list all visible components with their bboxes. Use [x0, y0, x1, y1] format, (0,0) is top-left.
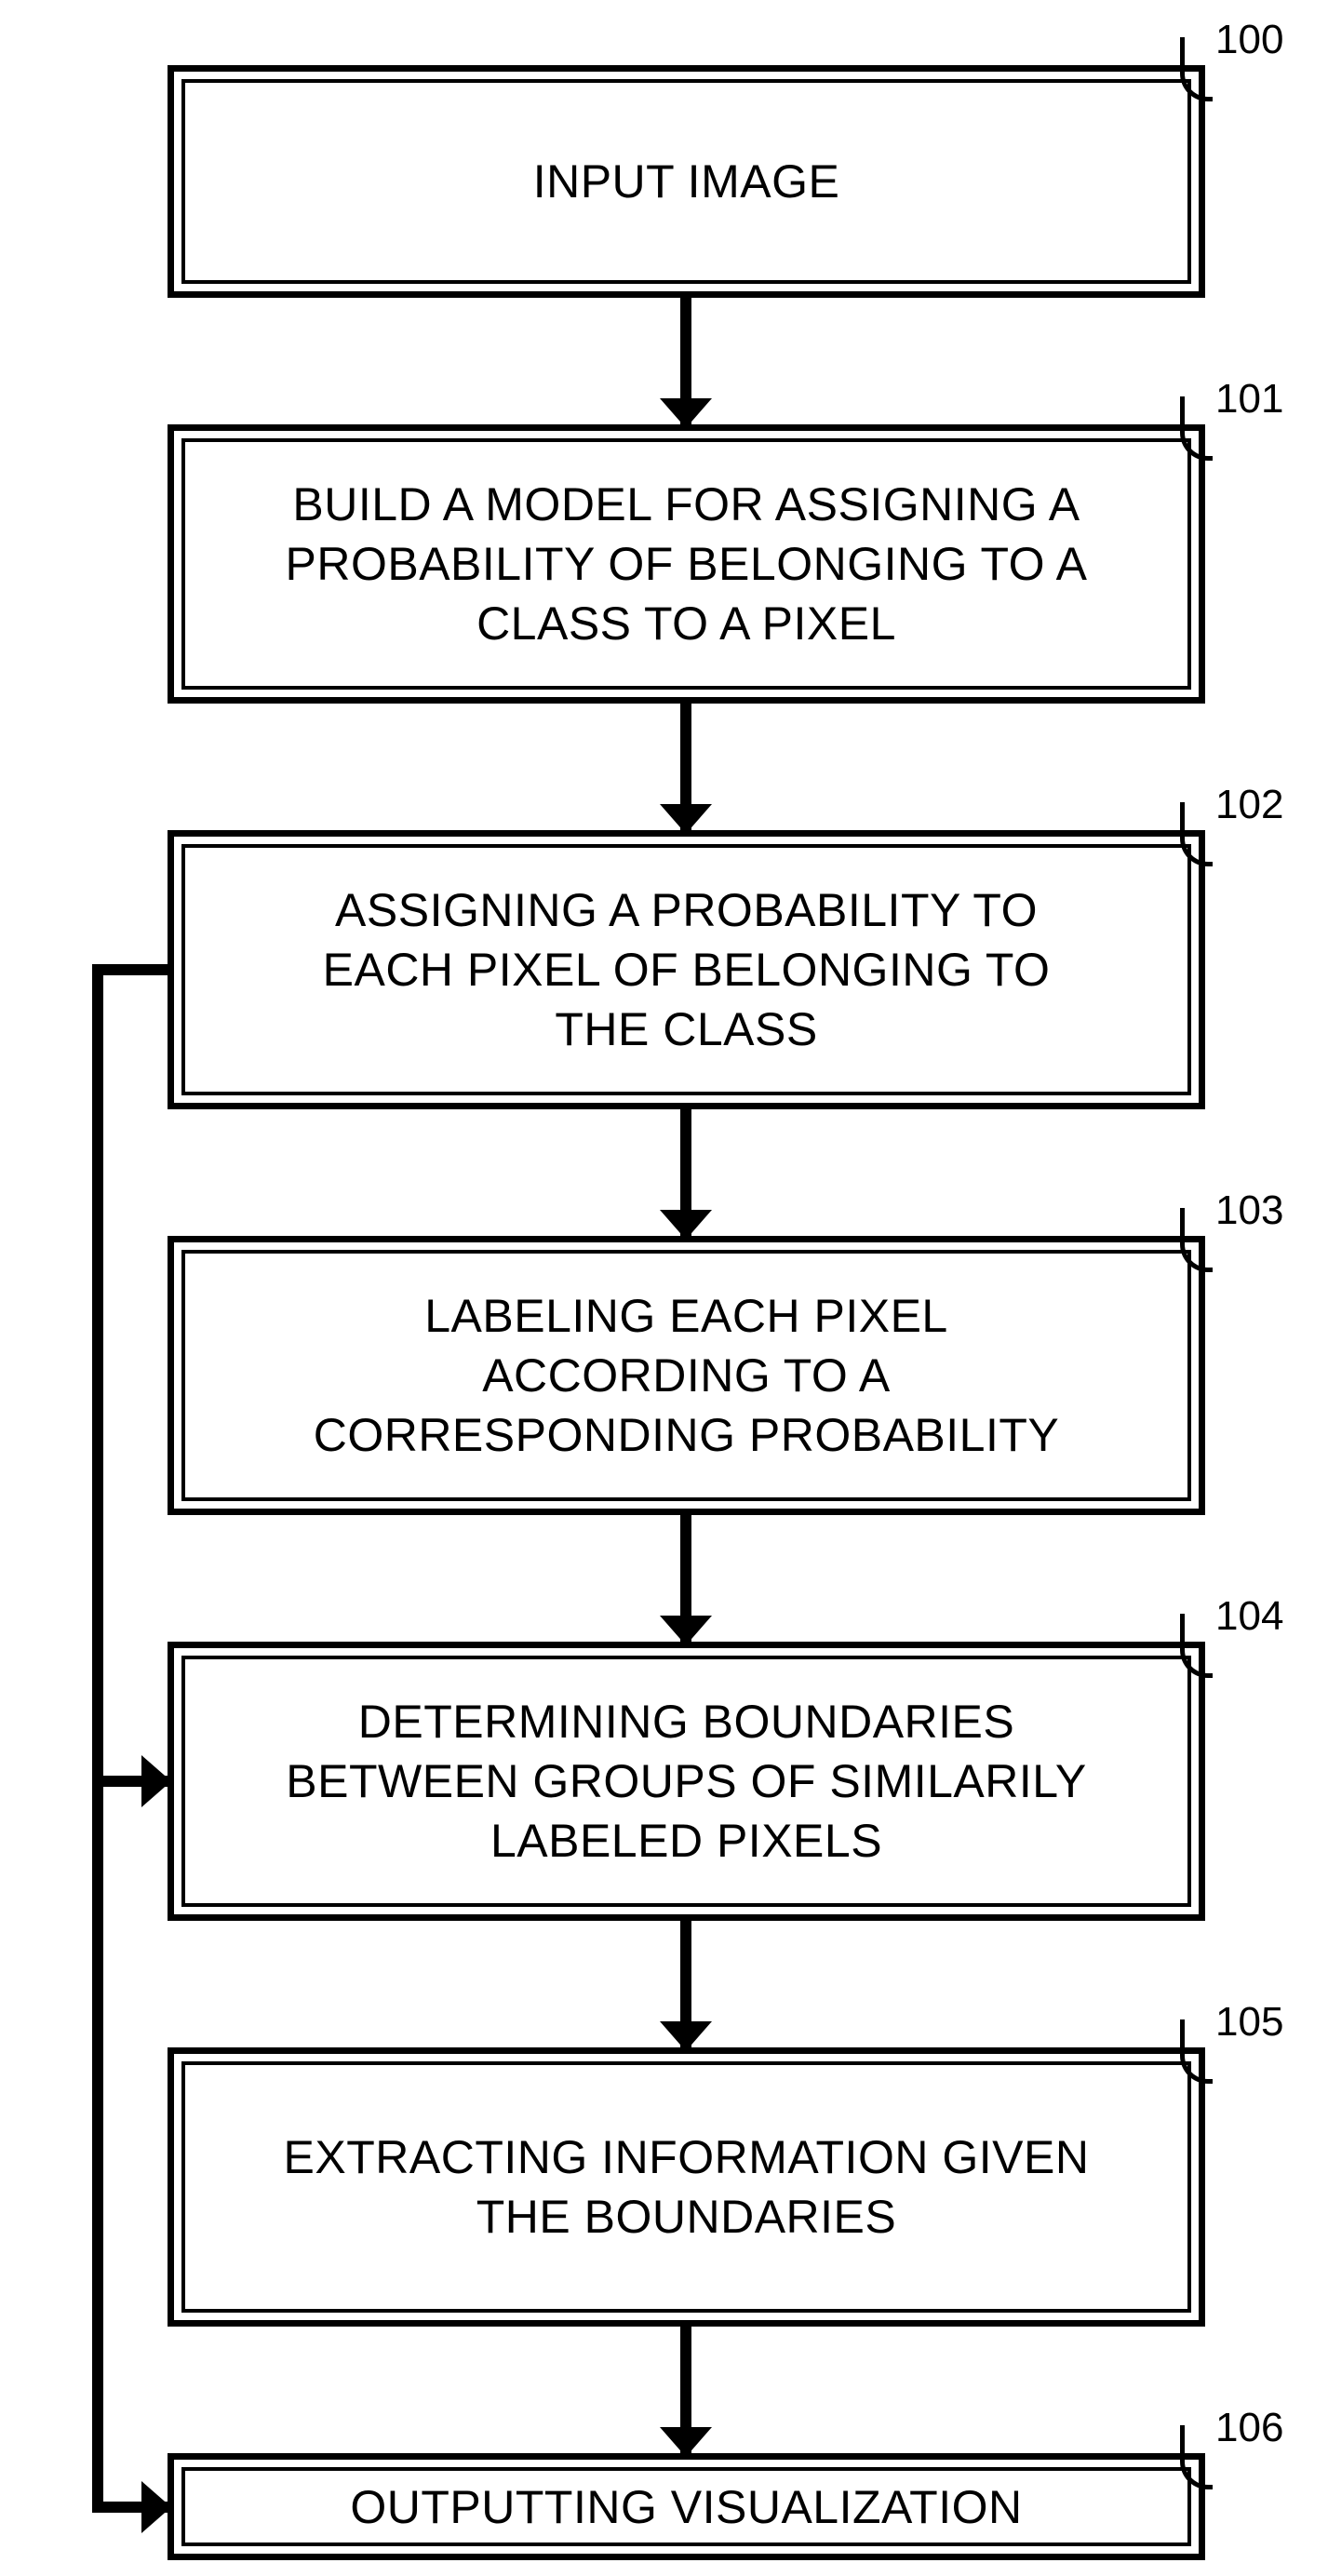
ref-label-102: 102: [1215, 782, 1283, 828]
node-104-text: DETERMINING BOUNDARIES BETWEEN GROUPS OF…: [286, 1692, 1086, 1871]
node-106: OUTPUTTING VISUALIZATION: [168, 2453, 1205, 2560]
flowchart-canvas: INPUT IMAGE 100 BUILD A MODEL FOR ASSIGNIN…: [0, 0, 1328, 2576]
node-100: INPUT IMAGE: [168, 65, 1205, 298]
node-106-text: OUTPUTTING VISUALIZATION: [350, 2477, 1022, 2537]
node-103: LABELING EACH PIXEL ACCORDING TO A CORRE…: [168, 1236, 1205, 1515]
edge-n102-n106: [98, 1781, 168, 2507]
node-102-text: ASSIGNING A PROBABILITY TO EACH PIXEL OF…: [323, 880, 1051, 1059]
ref-label-104: 104: [1215, 1593, 1283, 1640]
node-105-text: EXTRACTING INFORMATION GIVEN THE BOUNDAR…: [284, 2127, 1090, 2247]
node-101-text: BUILD A MODEL FOR ASSIGNING A PROBABILIT…: [286, 475, 1088, 653]
node-102: ASSIGNING A PROBABILITY TO EACH PIXEL OF…: [168, 830, 1205, 1109]
node-104: DETERMINING BOUNDARIES BETWEEN GROUPS OF…: [168, 1642, 1205, 1921]
node-105: EXTRACTING INFORMATION GIVEN THE BOUNDAR…: [168, 2047, 1205, 2327]
node-100-text: INPUT IMAGE: [533, 152, 840, 211]
ref-label-101: 101: [1215, 376, 1283, 423]
node-101: BUILD A MODEL FOR ASSIGNING A PROBABILIT…: [168, 424, 1205, 704]
ref-label-103: 103: [1215, 1187, 1283, 1234]
ref-label-105: 105: [1215, 1999, 1283, 2046]
node-103-text: LABELING EACH PIXEL ACCORDING TO A CORRE…: [314, 1286, 1060, 1465]
edge-n102-n104: [98, 970, 168, 1781]
ref-label-106: 106: [1215, 2405, 1283, 2451]
ref-label-100: 100: [1215, 17, 1283, 63]
